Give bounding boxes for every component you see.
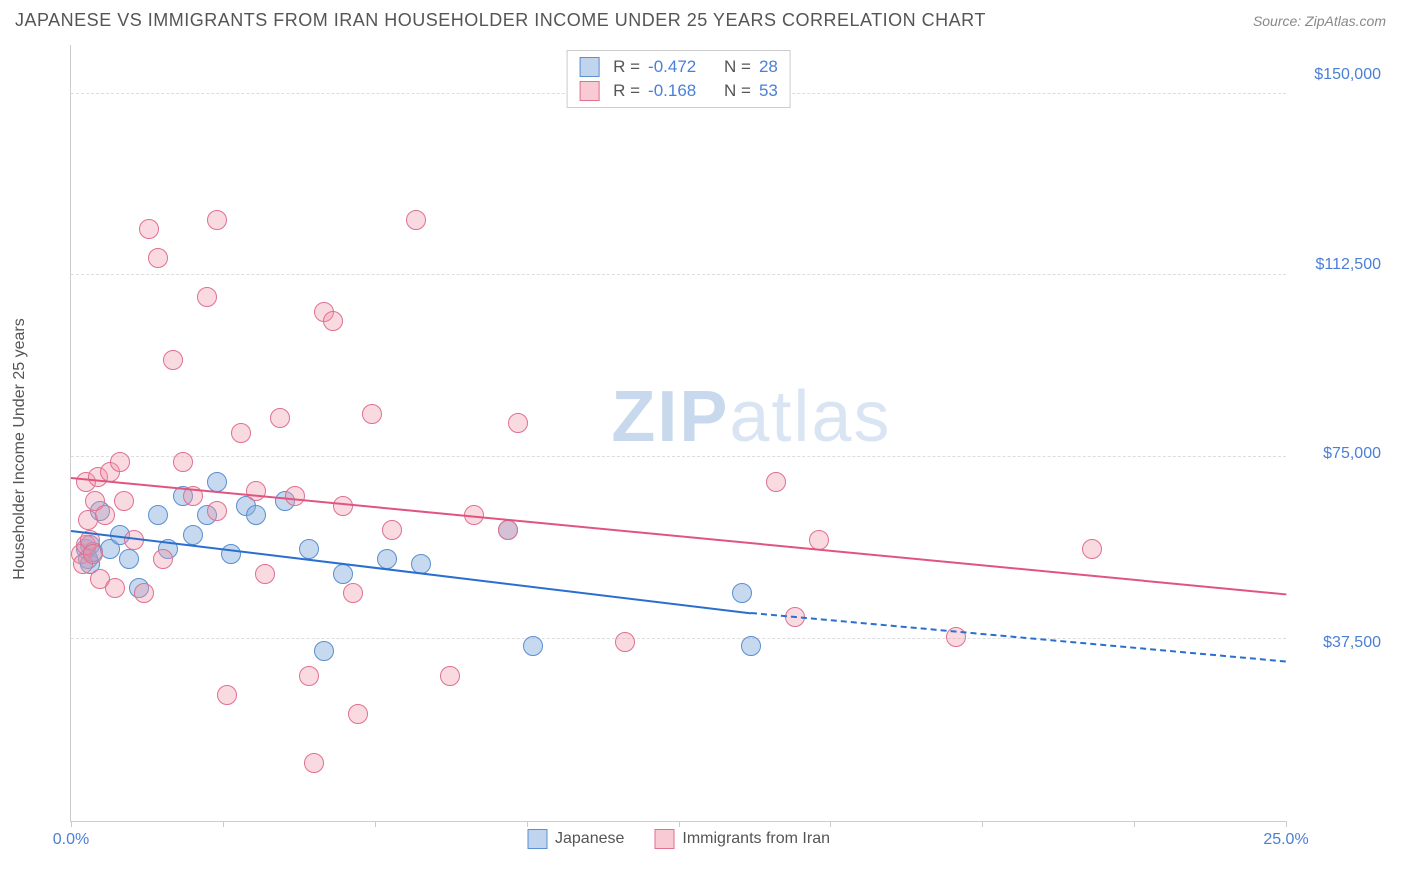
y-tick-label: $37,500 [1323, 634, 1381, 652]
scatter-point [732, 583, 752, 603]
scatter-point [207, 210, 227, 230]
scatter-point [83, 544, 103, 564]
scatter-point [95, 505, 115, 525]
chart-container: Householder Income Under 25 years R = -0… [50, 45, 1386, 852]
scatter-point [217, 685, 237, 705]
legend-series: Japanese Immigrants from Iran [527, 829, 830, 849]
scatter-point [163, 350, 183, 370]
trendline [71, 530, 752, 614]
swatch-blue-icon [579, 57, 599, 77]
scatter-point [231, 423, 251, 443]
scatter-point [110, 452, 130, 472]
scatter-point [382, 520, 402, 540]
scatter-point [173, 452, 193, 472]
chart-title: JAPANESE VS IMMIGRANTS FROM IRAN HOUSEHO… [15, 10, 986, 31]
scatter-point [299, 539, 319, 559]
scatter-point [246, 505, 266, 525]
scatter-point [207, 472, 227, 492]
swatch-blue-icon [527, 829, 547, 849]
scatter-point [343, 583, 363, 603]
y-tick-label: $150,000 [1314, 66, 1381, 84]
x-tick [1134, 821, 1135, 827]
scatter-point [153, 549, 173, 569]
x-tick [982, 821, 983, 827]
x-tick [71, 821, 72, 827]
scatter-point [105, 578, 125, 598]
y-tick-label: $112,500 [1315, 256, 1381, 274]
scatter-point [377, 549, 397, 569]
gridline [71, 456, 1286, 457]
plot-area: R = -0.472 N = 28 R = -0.168 N = 53 ZIPa… [70, 45, 1286, 822]
scatter-point [440, 666, 460, 686]
scatter-point [246, 481, 266, 501]
x-tick-label-end: 25.0% [1263, 831, 1308, 849]
scatter-point [304, 753, 324, 773]
scatter-point [285, 486, 305, 506]
r-value-japanese: -0.472 [648, 57, 708, 77]
scatter-point [255, 564, 275, 584]
x-tick [527, 821, 528, 827]
scatter-point [134, 583, 154, 603]
scatter-point [523, 636, 543, 656]
y-axis-label: Householder Income Under 25 years [11, 318, 29, 579]
legend-item-japanese: Japanese [527, 829, 624, 849]
x-tick [1286, 821, 1287, 827]
legend-stats: R = -0.472 N = 28 R = -0.168 N = 53 [566, 50, 791, 108]
legend-row-iran: R = -0.168 N = 53 [579, 79, 778, 103]
scatter-point [183, 525, 203, 545]
n-value-japanese: 28 [759, 57, 778, 77]
gridline [71, 638, 1286, 639]
r-value-iran: -0.168 [648, 81, 708, 101]
scatter-point [139, 219, 159, 239]
scatter-point [498, 520, 518, 540]
scatter-point [148, 248, 168, 268]
x-tick [375, 821, 376, 827]
scatter-point [766, 472, 786, 492]
legend-row-japanese: R = -0.472 N = 28 [579, 55, 778, 79]
scatter-point [333, 564, 353, 584]
source-label: Source: ZipAtlas.com [1253, 13, 1386, 29]
header: JAPANESE VS IMMIGRANTS FROM IRAN HOUSEHO… [0, 0, 1406, 36]
scatter-point [508, 413, 528, 433]
watermark: ZIPatlas [611, 376, 891, 458]
scatter-point [1082, 539, 1102, 559]
legend-item-iran: Immigrants from Iran [654, 829, 830, 849]
scatter-point [148, 505, 168, 525]
scatter-point [615, 632, 635, 652]
scatter-point [348, 704, 368, 724]
scatter-point [207, 501, 227, 521]
swatch-pink-icon [654, 829, 674, 849]
scatter-point [323, 311, 343, 331]
y-tick-label: $75,000 [1323, 445, 1381, 463]
x-tick-label-start: 0.0% [53, 831, 89, 849]
scatter-point [406, 210, 426, 230]
scatter-point [741, 636, 761, 656]
scatter-point [114, 491, 134, 511]
scatter-point [270, 408, 290, 428]
x-tick [830, 821, 831, 827]
scatter-point [299, 666, 319, 686]
scatter-point [362, 404, 382, 424]
x-tick [679, 821, 680, 827]
swatch-pink-icon [579, 81, 599, 101]
scatter-point [221, 544, 241, 564]
scatter-point [119, 549, 139, 569]
n-value-iran: 53 [759, 81, 778, 101]
scatter-point [809, 530, 829, 550]
trendline [71, 477, 1286, 595]
gridline [71, 274, 1286, 275]
scatter-point [314, 641, 334, 661]
scatter-point [197, 287, 217, 307]
x-tick [223, 821, 224, 827]
